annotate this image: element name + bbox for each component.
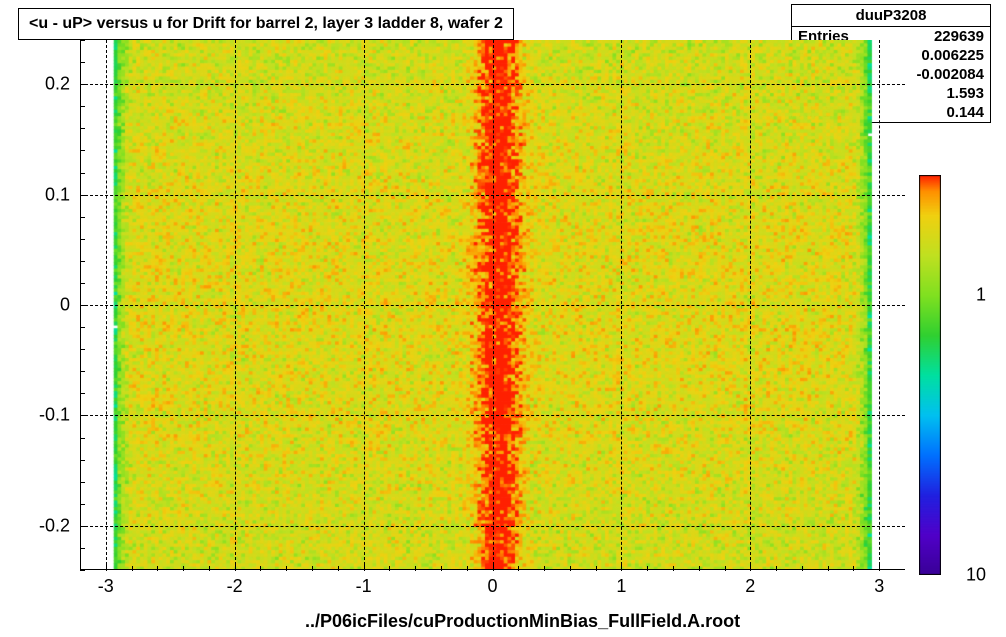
y-tick-label: 0.1 (45, 184, 70, 205)
colorbar-canvas (919, 175, 941, 575)
plot-area (80, 40, 905, 570)
footer-file-path: ../P06icFiles/cuProductionMinBias_FullFi… (305, 611, 740, 632)
y-tick-label: 0.2 (45, 74, 70, 95)
heatmap-canvas (80, 40, 905, 570)
x-tick-label: -1 (356, 576, 372, 597)
y-tick-label: -0.1 (39, 405, 70, 426)
y-tick-label: 0 (60, 295, 70, 316)
chart-container: <u - uP> versus u for Drift for barrel 2… (0, 0, 1006, 637)
stats-rmsx-value: 1.593 (946, 85, 984, 102)
stats-meany-value: -0.002084 (916, 66, 984, 83)
colorbar-tick-label: 1 (976, 285, 986, 306)
x-tick-label: -3 (98, 576, 114, 597)
x-tick-label: -2 (227, 576, 243, 597)
colorbar-tick-label: 10 (966, 565, 986, 586)
stats-entries-value: 229639 (934, 28, 984, 45)
stats-meanx-value: 0.006225 (921, 47, 984, 64)
colorbar (919, 175, 941, 575)
y-tick-label: -0.2 (39, 515, 70, 536)
stats-rmsy-value: 0.144 (946, 104, 984, 121)
x-tick-label: 2 (745, 576, 755, 597)
x-tick-label: 1 (616, 576, 626, 597)
chart-title: <u - uP> versus u for Drift for barrel 2… (18, 8, 514, 40)
x-tick-label: 0 (487, 576, 497, 597)
stats-name: duuP3208 (792, 5, 990, 27)
x-tick-label: 3 (874, 576, 884, 597)
